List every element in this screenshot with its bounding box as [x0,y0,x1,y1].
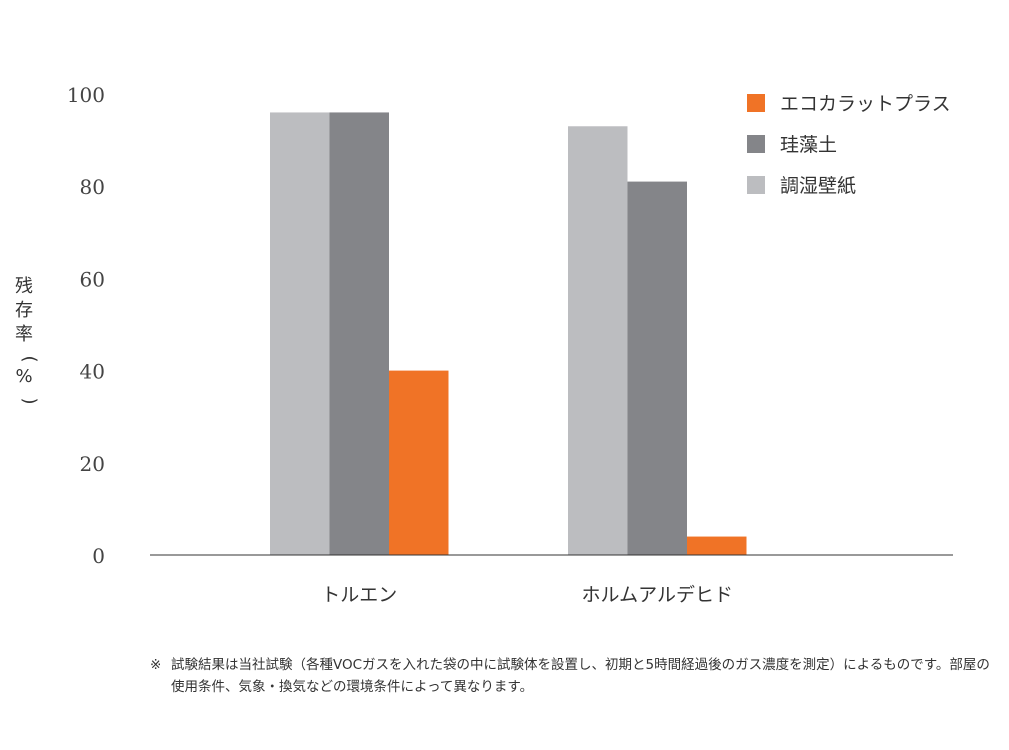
bar [270,112,330,555]
legend-label: 珪藻土 [780,134,837,156]
y-label-char: % [15,366,32,387]
footnote-mark: ※ [150,657,162,673]
footnote-text: 試験結果は当社試験（各種VOCガスを入れた袋の中に試験体を設置し、初期と5時間経… [171,657,990,695]
y-label-char: 残 [15,276,33,297]
x-category-label: トルエン [321,584,397,606]
bar [329,112,389,555]
bars [270,112,747,556]
legend-swatch [747,94,765,112]
footnote: ※ 試験結果は当社試験（各種VOCガスを入れた袋の中に試験体を設置し、初期と5時… [150,654,990,698]
y-tick-label: 80 [80,175,105,199]
y-label-char: 存 [15,300,33,321]
y-tick-label: 0 [92,544,105,568]
y-label-char: 率 [15,324,33,345]
bar [389,370,449,555]
y-tick-label: 20 [80,452,105,476]
y-tick-label: 100 [67,83,105,107]
y-label-char: ( [19,355,40,362]
y-axis-label: 残存率 (%) [15,276,40,405]
y-tick-label: 40 [80,360,105,384]
legend-label: エコカラットプラス [780,93,951,115]
bar [568,126,628,556]
y-tick-label: 60 [80,267,105,291]
bar-chart: 0 20 40 60 80 100 トルエン ホルムアルデヒド エコカラットプラス珪藻土調湿… [15,83,953,606]
legend-swatch [747,176,765,194]
bar [627,181,687,555]
y-label-char: ) [19,397,40,404]
legend-swatch [747,135,765,153]
x-category-label: ホルムアルデヒド [582,584,733,606]
bar [687,536,747,555]
legend-label: 調湿壁紙 [780,175,856,197]
x-axis-categories: トルエン ホルムアルデヒド [321,584,733,606]
y-axis-ticks: 0 20 40 60 80 100 [67,83,105,568]
